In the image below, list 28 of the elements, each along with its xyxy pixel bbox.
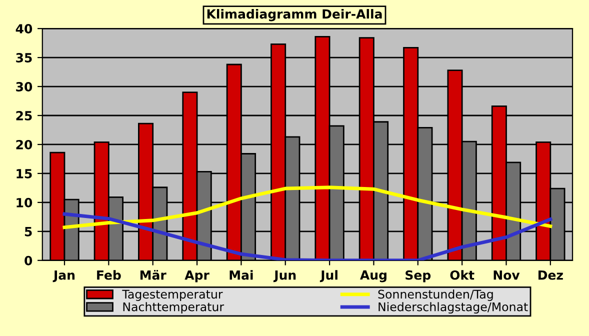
y-tick-label: 15 <box>16 169 32 178</box>
y-tick-label: 40 <box>16 24 32 34</box>
legend-label: Sonnenstunden/Tag <box>378 290 493 301</box>
line-series <box>62 212 552 260</box>
x-tick-label: Jun <box>273 270 296 282</box>
y-tick-label: 5 <box>24 227 32 236</box>
x-tick-label: Nov <box>494 270 520 280</box>
y-tick-label: 30 <box>16 82 32 92</box>
y-tick-label: 35 <box>16 53 32 62</box>
y-tick-label: 0 <box>24 256 32 266</box>
x-tick-label: Mär <box>140 270 166 280</box>
line-series <box>62 186 552 230</box>
x-tick-label: Feb <box>97 270 121 280</box>
legend-label: Tagestemperatur <box>122 290 223 301</box>
x-tick-label: Dez <box>538 270 563 280</box>
chart-title: Klimadiagramm Deir-Alla <box>207 9 382 22</box>
x-tick-label: Aug <box>360 270 386 282</box>
x-tick-label: Sep <box>406 270 431 282</box>
legend-label: Niederschlagstage/Monat <box>378 302 528 314</box>
x-tick-label: Mai <box>230 270 253 280</box>
x-tick-label: Jul <box>320 270 338 282</box>
x-tick-label: Okt <box>450 270 474 280</box>
y-tick-label: 10 <box>16 198 32 208</box>
y-tick-label: 20 <box>16 140 32 150</box>
x-tick-label: Jan <box>52 270 75 282</box>
legend-label: Nachttemperatur <box>123 302 224 314</box>
y-tick-label: 25 <box>16 110 32 120</box>
x-tick-label: Apr <box>184 270 210 282</box>
